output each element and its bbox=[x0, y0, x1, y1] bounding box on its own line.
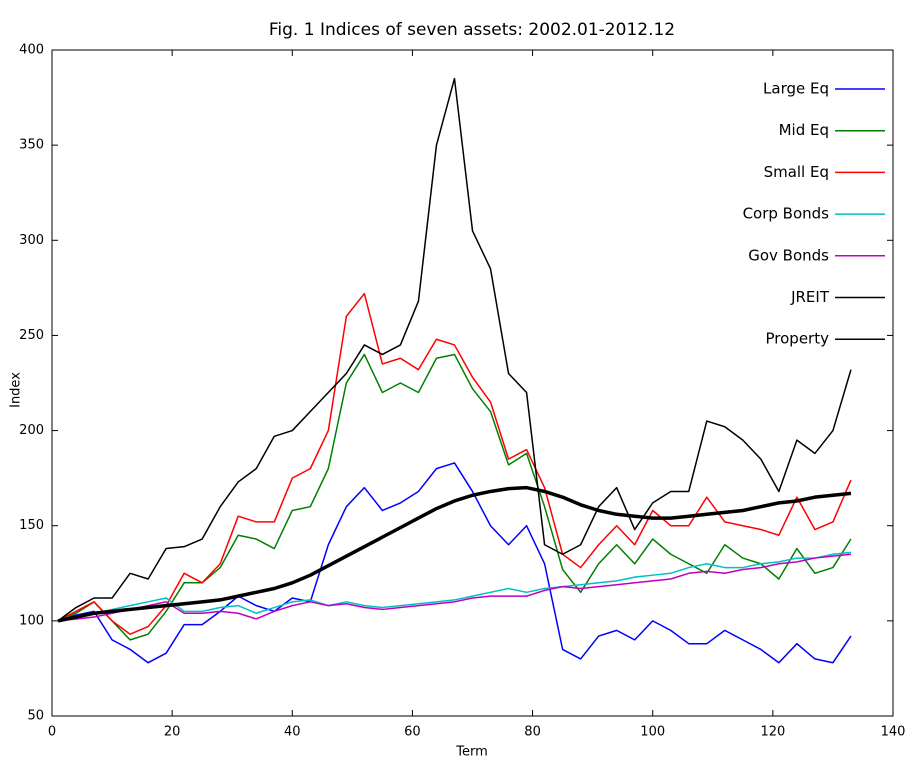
legend-label: Large Eq bbox=[763, 80, 829, 98]
y-tick-label: 150 bbox=[19, 518, 44, 533]
x-tick-label: 140 bbox=[881, 725, 906, 740]
series-line bbox=[57, 485, 852, 623]
x-tick-label: 120 bbox=[760, 725, 785, 740]
legend-label: Mid Eq bbox=[779, 121, 829, 139]
legend-label: Gov Bonds bbox=[748, 246, 829, 264]
series-line bbox=[57, 77, 852, 622]
y-tick-label: 250 bbox=[19, 328, 44, 343]
y-tick-label: 350 bbox=[19, 138, 44, 153]
series-line bbox=[57, 353, 852, 641]
x-tick-label: 0 bbox=[48, 725, 56, 740]
y-tick-label: 300 bbox=[19, 233, 44, 248]
legend-label: Small Eq bbox=[764, 163, 829, 181]
x-tick-label: 100 bbox=[640, 725, 665, 740]
x-tick-label: 60 bbox=[404, 725, 421, 740]
y-axis-label: Index bbox=[9, 372, 24, 408]
legend-label: JREIT bbox=[790, 288, 830, 306]
legend-label: Property bbox=[766, 330, 830, 348]
plot-frame bbox=[51, 49, 894, 717]
y-tick-label: 200 bbox=[19, 423, 44, 438]
y-tick-label: 100 bbox=[19, 613, 44, 628]
series-line bbox=[57, 551, 852, 622]
x-tick-label: 20 bbox=[164, 725, 181, 740]
x-tick-label: 80 bbox=[524, 725, 541, 740]
legend-label: Corp Bonds bbox=[743, 205, 830, 223]
x-tick-label: 40 bbox=[284, 725, 301, 740]
series-line bbox=[57, 462, 852, 664]
y-tick-label: 50 bbox=[27, 709, 44, 724]
x-axis-label: Term bbox=[455, 745, 488, 760]
chart-title: Fig. 1 Indices of seven assets: 2002.01-… bbox=[269, 20, 675, 40]
y-tick-label: 400 bbox=[19, 43, 44, 58]
series-line bbox=[57, 553, 852, 622]
